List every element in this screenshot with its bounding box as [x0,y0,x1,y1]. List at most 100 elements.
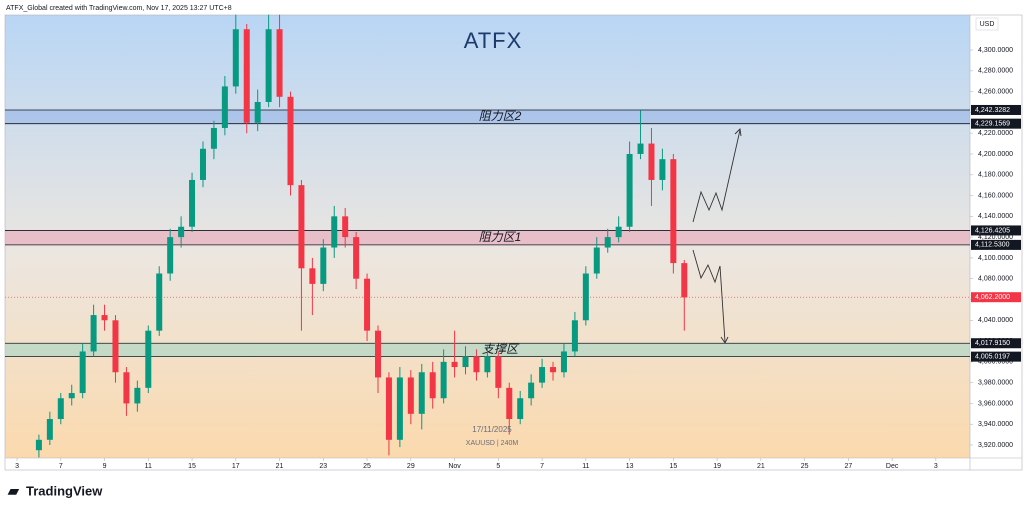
x-tick-label: 19 [713,463,721,470]
x-tick-label: 9 [103,463,107,470]
candle-body [560,351,567,373]
candle-body [626,153,633,227]
candle-body [604,237,611,248]
x-tick-label: 3 [15,463,19,470]
price-tag-bg [971,225,1021,236]
x-tick-label: 7 [59,463,63,470]
x-tick-label: 5 [496,463,500,470]
candle-body [582,273,589,321]
watermark-symbol: XAUUSD | 240M [466,440,519,447]
y-tick-label: 4,160.0000 [978,192,1013,199]
x-tick-label: Dec [886,463,899,470]
price-tag: 4,229.1569 [975,121,1010,128]
arrow-head [720,336,729,344]
price-tag: 4,017.9150 [975,340,1010,347]
candle-body [517,398,524,420]
candle-body [287,96,294,186]
candle-body [440,361,447,399]
candle-body [342,216,349,238]
x-tick-label: 21 [276,463,284,470]
candle-body [484,356,491,373]
candle-body [681,263,688,298]
down-arrow [692,249,726,343]
last-price-label: 4,062.2000 [975,294,1010,301]
y-tick-label: 4,140.0000 [978,213,1013,220]
y-tick-label: 4,040.0000 [978,317,1013,324]
y-tick-label: 4,000.0000 [978,359,1013,366]
candle-body [429,372,436,399]
candle-body [35,439,42,451]
price-tag-bg [971,292,1021,303]
candle-body [145,330,152,388]
y-tick-label: 4,200.0000 [978,151,1013,158]
candle-body [167,237,174,274]
candle-body [232,29,239,87]
x-tick-label: 11 [582,463,589,470]
watermark-date: 17/11/2025 [472,425,512,434]
x-tick-label: 15 [188,463,196,470]
x-tick-label: 11 [145,463,152,470]
candle-body [134,387,141,404]
candle-body [123,372,130,404]
price-tag-bg [971,351,1021,362]
price-tag-bg [971,104,1021,115]
price-tag-bg [971,239,1021,250]
candle-body [57,398,64,420]
candle-body [353,237,360,279]
y-tick-label: 4,300.0000 [978,47,1013,54]
price-axis-bg [970,15,1022,458]
y-tick-label: 3,940.0000 [978,421,1013,428]
x-tick-label: 7 [540,463,544,470]
candle-body [506,387,513,420]
credit: ATFX_Global created with TradingView.com… [6,5,232,12]
candle-body [320,247,327,284]
x-tick-label: 3 [934,463,938,470]
y-tick-label: 4,120.0000 [978,234,1013,241]
candle-body [462,356,469,368]
arrow-head [734,128,742,137]
y-tick-label: 4,280.0000 [978,68,1013,75]
x-tick-label: Nov [448,463,461,470]
y-tick-label: 3,920.0000 [978,442,1013,449]
candle-body [615,226,622,238]
candle-body [46,419,53,440]
candle-body [659,159,666,180]
zone-label: 支撑区 [482,342,520,356]
footer-brand: TradingView [26,483,103,498]
y-tick-label: 3,980.0000 [978,379,1013,386]
zone-label: 阻力区1 [479,230,522,244]
y-tick-label: 3,960.0000 [978,400,1013,407]
x-tick-label: 17 [232,463,240,470]
price-tag-bg [971,338,1021,349]
candle-body [199,148,206,180]
candle-body [473,356,480,373]
candle-body [221,86,228,128]
candle-body [375,330,382,378]
projection-arrows [692,128,742,344]
candle-body [539,367,546,383]
candle-body [571,320,578,352]
zone-label: 阻力区2 [479,109,522,123]
zone [5,230,970,245]
candle-body [309,268,316,284]
candle-body [243,29,250,123]
x-tick-label: 21 [757,463,765,470]
price-tag: 4,112.5300 [975,242,1010,249]
y-tick-label: 4,180.0000 [978,172,1013,179]
price-tag: 4,242.3282 [975,107,1010,114]
candle-body [189,179,196,227]
x-tick-label: 25 [801,463,809,470]
x-tick-label: 29 [407,463,415,470]
footer-mark: ▰ [7,483,20,499]
logo: ATFX [464,28,523,53]
candle-body [68,393,75,399]
y-tick-label: 4,100.0000 [978,255,1013,262]
up-arrow [692,129,741,223]
price-tag: 4,126.4205 [975,227,1010,234]
candle-body [90,315,97,352]
y-tick-label: 4,220.0000 [978,130,1013,137]
candle-body [364,278,371,331]
candle-body [254,101,261,123]
y-tick-label: 4,260.0000 [978,88,1013,95]
